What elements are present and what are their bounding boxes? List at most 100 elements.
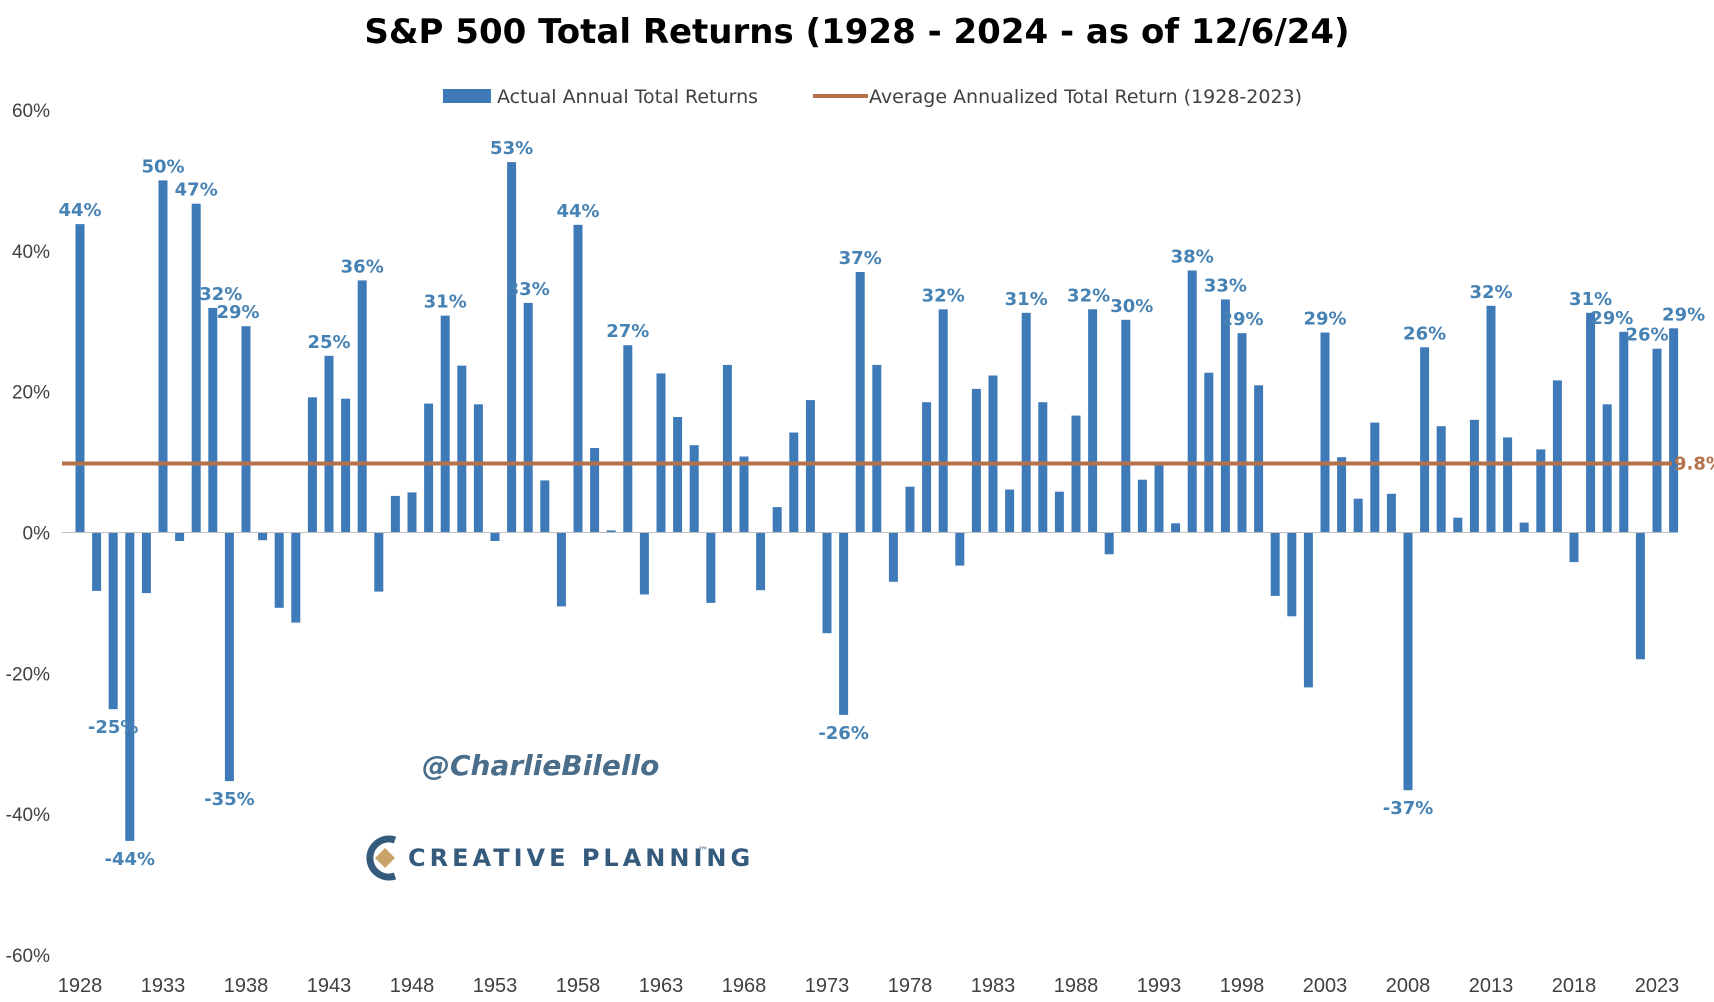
x-tick-label: 1928 — [58, 975, 103, 997]
bar-2012 — [1469, 419, 1479, 533]
x-tick-label: 1948 — [390, 975, 435, 997]
data-label-1985: 31% — [1005, 289, 1048, 310]
bar-1987 — [1054, 491, 1064, 533]
bar-2023 — [1652, 348, 1662, 533]
bar-1994 — [1171, 523, 1181, 533]
bar-1998 — [1237, 333, 1247, 533]
data-label-1989: 32% — [1067, 285, 1110, 306]
bar-2019 — [1586, 312, 1596, 533]
bar-1929 — [92, 532, 102, 591]
data-label-1975: 37% — [839, 248, 882, 269]
data-label-1936: 32% — [199, 284, 242, 305]
data-label-1961: 27% — [606, 321, 649, 342]
data-label-1991: 30% — [1110, 296, 1153, 317]
bar-1953 — [490, 532, 500, 541]
bar-1967 — [722, 364, 732, 533]
bar-1950 — [440, 315, 450, 533]
data-label-1974: -26% — [818, 723, 869, 744]
bar-2016 — [1536, 449, 1546, 533]
legend-average-label: Average Annualized Total Return (1928-20… — [869, 86, 1302, 108]
bar-1955 — [523, 302, 533, 533]
bar-series — [75, 162, 1679, 841]
x-tick-label: 1933 — [141, 975, 186, 997]
bar-1944 — [341, 398, 351, 533]
bar-1931 — [125, 532, 135, 841]
data-label-1938: 29% — [216, 302, 259, 323]
data-label-2024: 29% — [1662, 304, 1705, 325]
bar-2007 — [1386, 493, 1396, 533]
bar-1980 — [938, 309, 948, 533]
bar-1978 — [905, 486, 915, 533]
bar-1928 — [75, 224, 85, 533]
bar-2021 — [1619, 331, 1629, 533]
data-label-1958: 44% — [556, 201, 599, 222]
y-tick-label: -20% — [6, 664, 50, 685]
creative-planning-logo-icon — [366, 835, 397, 881]
bar-1997 — [1220, 299, 1230, 533]
bar-2009 — [1420, 347, 1430, 533]
bar-2020 — [1602, 404, 1612, 533]
bar-2014 — [1503, 437, 1513, 533]
data-label-2009: 26% — [1403, 323, 1446, 344]
x-tick-label: 1968 — [722, 975, 767, 997]
bar-1960 — [606, 530, 616, 533]
bar-1970 — [772, 507, 782, 533]
bar-1985 — [1021, 312, 1031, 533]
x-tick-label: 1973 — [805, 975, 850, 997]
bar-1938 — [241, 326, 251, 533]
bar-1946 — [374, 532, 384, 592]
bar-1961 — [623, 345, 633, 533]
bar-2008 — [1403, 532, 1413, 791]
data-label-2019: 31% — [1569, 289, 1612, 310]
bar-1934 — [175, 532, 185, 541]
bar-1965 — [689, 445, 699, 533]
bar-1979 — [922, 402, 932, 533]
bar-1930 — [108, 532, 118, 710]
legend-bar-label: Actual Annual Total Returns — [497, 86, 758, 108]
bar-1959 — [590, 448, 600, 533]
bar-1951 — [457, 365, 467, 533]
x-tick-label: 2023 — [1635, 975, 1680, 997]
y-tick-label: 20% — [12, 383, 50, 404]
bar-1976 — [872, 364, 882, 533]
data-label-1950: 31% — [424, 292, 467, 313]
data-label-1954: 53% — [490, 138, 533, 159]
bar-1935 — [191, 203, 201, 533]
bar-1984 — [1005, 489, 1015, 533]
bar-1962 — [639, 532, 649, 595]
y-tick-label: 60% — [12, 101, 50, 122]
bar-1988 — [1071, 415, 1081, 533]
data-label-2003: 29% — [1303, 309, 1346, 330]
x-tick-label: 2018 — [1552, 975, 1597, 997]
x-tick-label: 1953 — [473, 975, 518, 997]
bar-1963 — [656, 373, 666, 533]
legend: Actual Annual Total Returns Average Annu… — [443, 86, 1302, 108]
data-label-1933: 50% — [141, 156, 184, 177]
bar-2015 — [1519, 522, 1529, 533]
bar-1969 — [756, 532, 766, 591]
bar-2002 — [1303, 532, 1313, 688]
data-labels: 44% -25% -44% 50% 47% 32% -35% 29% 25% 36% 31% 53% 3… — [58, 138, 1705, 870]
bar-1958 — [573, 224, 583, 533]
bar-1968 — [739, 456, 749, 533]
bar-2001 — [1287, 532, 1297, 617]
legend-bar-swatch — [443, 89, 491, 103]
data-label-2008: -37% — [1383, 798, 1434, 819]
bar-1939 — [258, 532, 268, 541]
y-tick-label: -60% — [6, 946, 50, 967]
data-label-1935: 47% — [175, 180, 218, 201]
data-label-1937: -35% — [204, 789, 255, 810]
data-label-1980: 32% — [922, 285, 965, 306]
x-tick-label: 1998 — [1220, 975, 1265, 997]
x-tick-label: 1943 — [307, 975, 352, 997]
data-label-2023: 26% — [1625, 325, 1668, 346]
x-tick-label: 2008 — [1386, 975, 1431, 997]
data-label-1995: 38% — [1171, 247, 1214, 268]
bar-2017 — [1552, 380, 1562, 533]
bar-2022 — [1635, 532, 1645, 660]
bar-1948 — [407, 492, 417, 533]
bar-1981 — [955, 532, 965, 566]
bar-1973 — [822, 532, 832, 634]
bar-1932 — [141, 532, 151, 594]
